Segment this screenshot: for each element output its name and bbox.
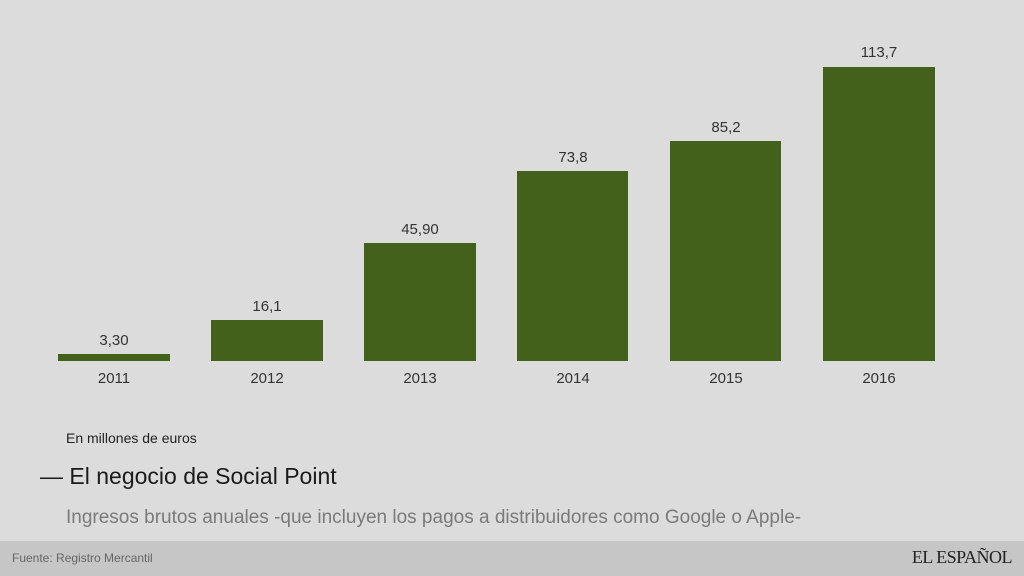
bar-2013 <box>364 243 476 361</box>
value-label-2013: 45,90 <box>401 221 439 238</box>
x-tick-2013: 2013 <box>403 370 437 387</box>
x-tick-2016: 2016 <box>862 370 896 387</box>
x-tick-2015: 2015 <box>709 370 743 387</box>
bar-2012 <box>211 320 323 361</box>
brand-logo: EL ESPAÑOL <box>911 547 1013 567</box>
value-label-2015: 85,2 <box>711 119 741 136</box>
bar-2016 <box>823 67 935 361</box>
source-label: Fuente: Registro Mercantil <box>12 551 153 565</box>
bar-2014 <box>517 171 628 361</box>
value-label-2016: 113,7 <box>860 44 898 61</box>
x-tick-2012: 2012 <box>250 370 284 387</box>
x-tick-2011: 2011 <box>97 370 131 387</box>
unit-label: En millones de euros <box>66 430 197 446</box>
bar-2011 <box>58 354 170 361</box>
chart-subtitle: Ingresos brutos anuales -que incluyen lo… <box>66 507 802 528</box>
bar-chart: 3,30 16,1 45,90 73,8 85,2 113,7 2011 201… <box>58 44 935 387</box>
x-tick-2014: 2014 <box>556 370 590 387</box>
value-label-2011: 3,30 <box>99 332 129 349</box>
chart-title: — El negocio de Social Point <box>40 463 337 489</box>
value-label-2014: 73,8 <box>558 149 588 166</box>
value-label-2012: 16,1 <box>252 298 282 315</box>
footer-bar: Fuente: Registro Mercantil EL ESPAÑOL <box>0 541 1024 576</box>
bar-2015 <box>670 141 781 361</box>
